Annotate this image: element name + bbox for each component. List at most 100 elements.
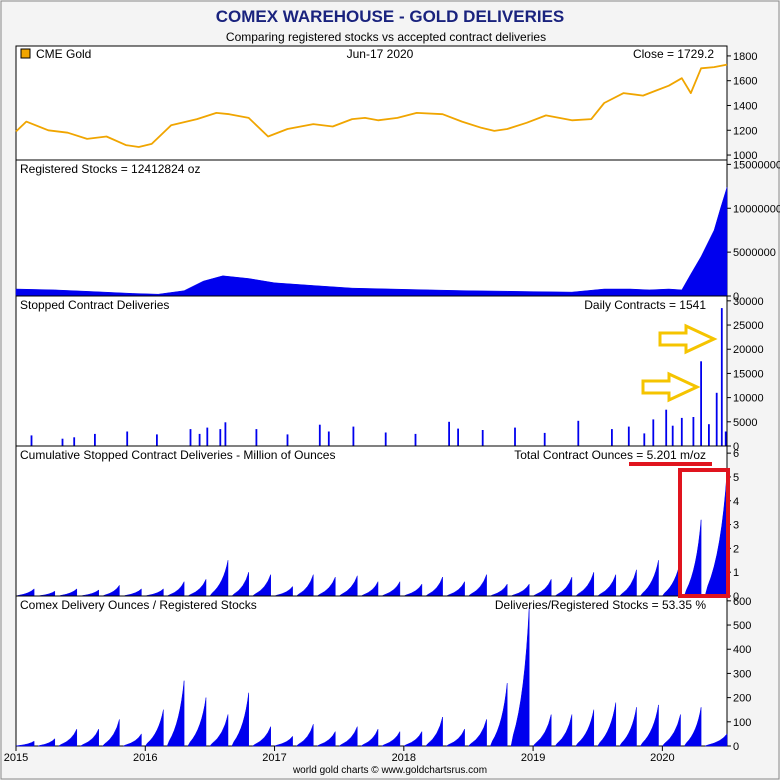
stopped-bar <box>680 417 683 446</box>
cumulative-cycle <box>510 583 530 597</box>
cumulative-cycle <box>145 588 164 597</box>
gold-ytick-label: 1800 <box>733 51 757 63</box>
cumulative-cycle <box>683 519 702 597</box>
ratio-cycle <box>639 704 659 747</box>
stopped-ytick-label: 0 <box>733 441 739 453</box>
cumulative-cycle <box>639 560 659 597</box>
registered-ytick-label: 15000000 <box>733 159 780 171</box>
footer-credit: world gold charts © www.goldchartsrus.co… <box>292 765 487 776</box>
ratio-cycle <box>338 726 358 747</box>
cumulative-cycle <box>554 576 573 597</box>
stopped-bar <box>384 432 387 446</box>
stopped-bar <box>543 432 546 446</box>
gold-ytick-label: 1200 <box>733 125 757 137</box>
ratio-cycle <box>144 709 164 747</box>
stopped-bar <box>577 420 580 446</box>
ratio-cycle <box>274 735 293 747</box>
ratio-ytick-label: 600 <box>733 596 751 608</box>
cumulative-cycle <box>295 574 314 597</box>
stopped-bar <box>700 361 702 446</box>
chart-title: COMEX WAREHOUSE - GOLD DELIVERIES <box>216 7 565 26</box>
ratio-cycle <box>209 714 229 747</box>
stopped-bar <box>715 392 718 446</box>
ratio-panel-bg <box>15 595 728 747</box>
cumulative-cycle <box>403 583 423 597</box>
ratio-cycle <box>317 731 336 747</box>
stopped-bar <box>30 435 33 446</box>
ratio-cycle <box>445 729 465 747</box>
stopped-bar <box>224 422 227 446</box>
stopped-deliveries-panel: 0 5000 10000 15000 20000 25000 30000 Stopped Co… <box>15 295 764 453</box>
arrow-annotation-lower <box>641 371 701 403</box>
gold-ytick-label: 1600 <box>733 76 757 88</box>
stopped-bar <box>198 433 201 446</box>
ratio-cycle <box>251 726 271 747</box>
stopped-bar <box>724 431 727 446</box>
stopped-ytick-label: 15000 <box>733 368 764 380</box>
ratio-cycle <box>597 702 617 747</box>
gold-price-panel: 1000 1200 1400 1600 1800 CME Gold Jun-17 2020 C… <box>15 45 757 162</box>
gold-ytick-label: 1000 <box>733 150 757 162</box>
stopped-bar <box>206 427 209 446</box>
stopped-bar <box>219 429 222 446</box>
stopped-ytick-label: 20000 <box>733 344 764 356</box>
ratio-cycle <box>37 738 56 747</box>
ratio-ytick-label: 0 <box>733 741 739 753</box>
stopped-bar <box>414 433 417 446</box>
x-tick-label: 2016 <box>133 752 157 764</box>
registered-ytick-label: 0 <box>733 291 739 303</box>
ratio-cycle <box>661 714 681 747</box>
cumulative-cycle <box>381 581 401 597</box>
stopped-bar <box>652 419 655 446</box>
cumulative-cycle <box>575 572 595 597</box>
cumulative-cycle <box>123 588 142 597</box>
ratio-cycle <box>102 719 120 747</box>
cumulative-cycle <box>361 581 379 597</box>
ratio-cycle <box>532 714 552 747</box>
cumulative-cycle <box>596 574 617 597</box>
cumulative-ytick-label: 1 <box>733 567 739 579</box>
ratio-cycle <box>403 731 423 747</box>
x-tick-label: 2020 <box>650 752 674 764</box>
stopped-bar <box>189 429 192 446</box>
stopped-bar <box>352 426 355 446</box>
cumulative-cycle <box>186 579 207 597</box>
gold-legend-swatch <box>20 48 31 59</box>
cumulative-ytick-label: 0 <box>733 591 739 603</box>
stopped-bar <box>126 431 129 446</box>
ratio-ytick-label: 500 <box>733 620 751 632</box>
ratio-cycle <box>187 697 207 747</box>
ratio-cycle <box>619 707 637 747</box>
arrow-annotation-upper <box>658 323 718 355</box>
stopped-bar <box>327 431 330 446</box>
x-tick-label: 2015 <box>4 752 28 764</box>
cumulative-ytick-label: 6 <box>733 448 739 460</box>
cumulative-cycle <box>532 579 552 597</box>
cumulative-cycle <box>446 581 465 597</box>
gold-date-label: Jun-17 2020 <box>347 47 414 61</box>
ratio-cycle <box>490 683 508 747</box>
gold-legend-label: CME Gold <box>36 47 91 61</box>
gold-price-line <box>15 63 728 148</box>
cumulative-ytick-label: 5 <box>733 472 739 484</box>
ratio-ytick-label: 200 <box>733 693 751 705</box>
registered-panel-bg <box>15 159 728 297</box>
registered-stocks-panel: 0 5000000 10000000 15000000 Registered Stock… <box>15 159 780 303</box>
stopped-bar <box>665 409 668 446</box>
gold-close-label: Close = 1729.2 <box>633 47 714 61</box>
stopped-bar <box>692 417 695 446</box>
chart-subtitle: Comparing registered stocks vs accepted … <box>226 30 546 44</box>
ratio-cycle <box>467 719 487 747</box>
registered-ytick-label: 5000000 <box>733 247 776 259</box>
ratio-cycle <box>554 714 573 747</box>
x-tick-label: 2017 <box>262 752 286 764</box>
stopped-bar <box>627 426 630 446</box>
ratio-cycle <box>683 707 702 747</box>
cumulative-ytick-label: 3 <box>733 520 739 532</box>
stopped-bar <box>73 437 76 446</box>
ratio-panel-label: Comex Delivery Ounces / Registered Stock… <box>20 598 257 612</box>
cumulative-cycle <box>15 588 35 597</box>
ratio-cycle <box>704 733 728 747</box>
ratio-cycle <box>79 729 99 747</box>
